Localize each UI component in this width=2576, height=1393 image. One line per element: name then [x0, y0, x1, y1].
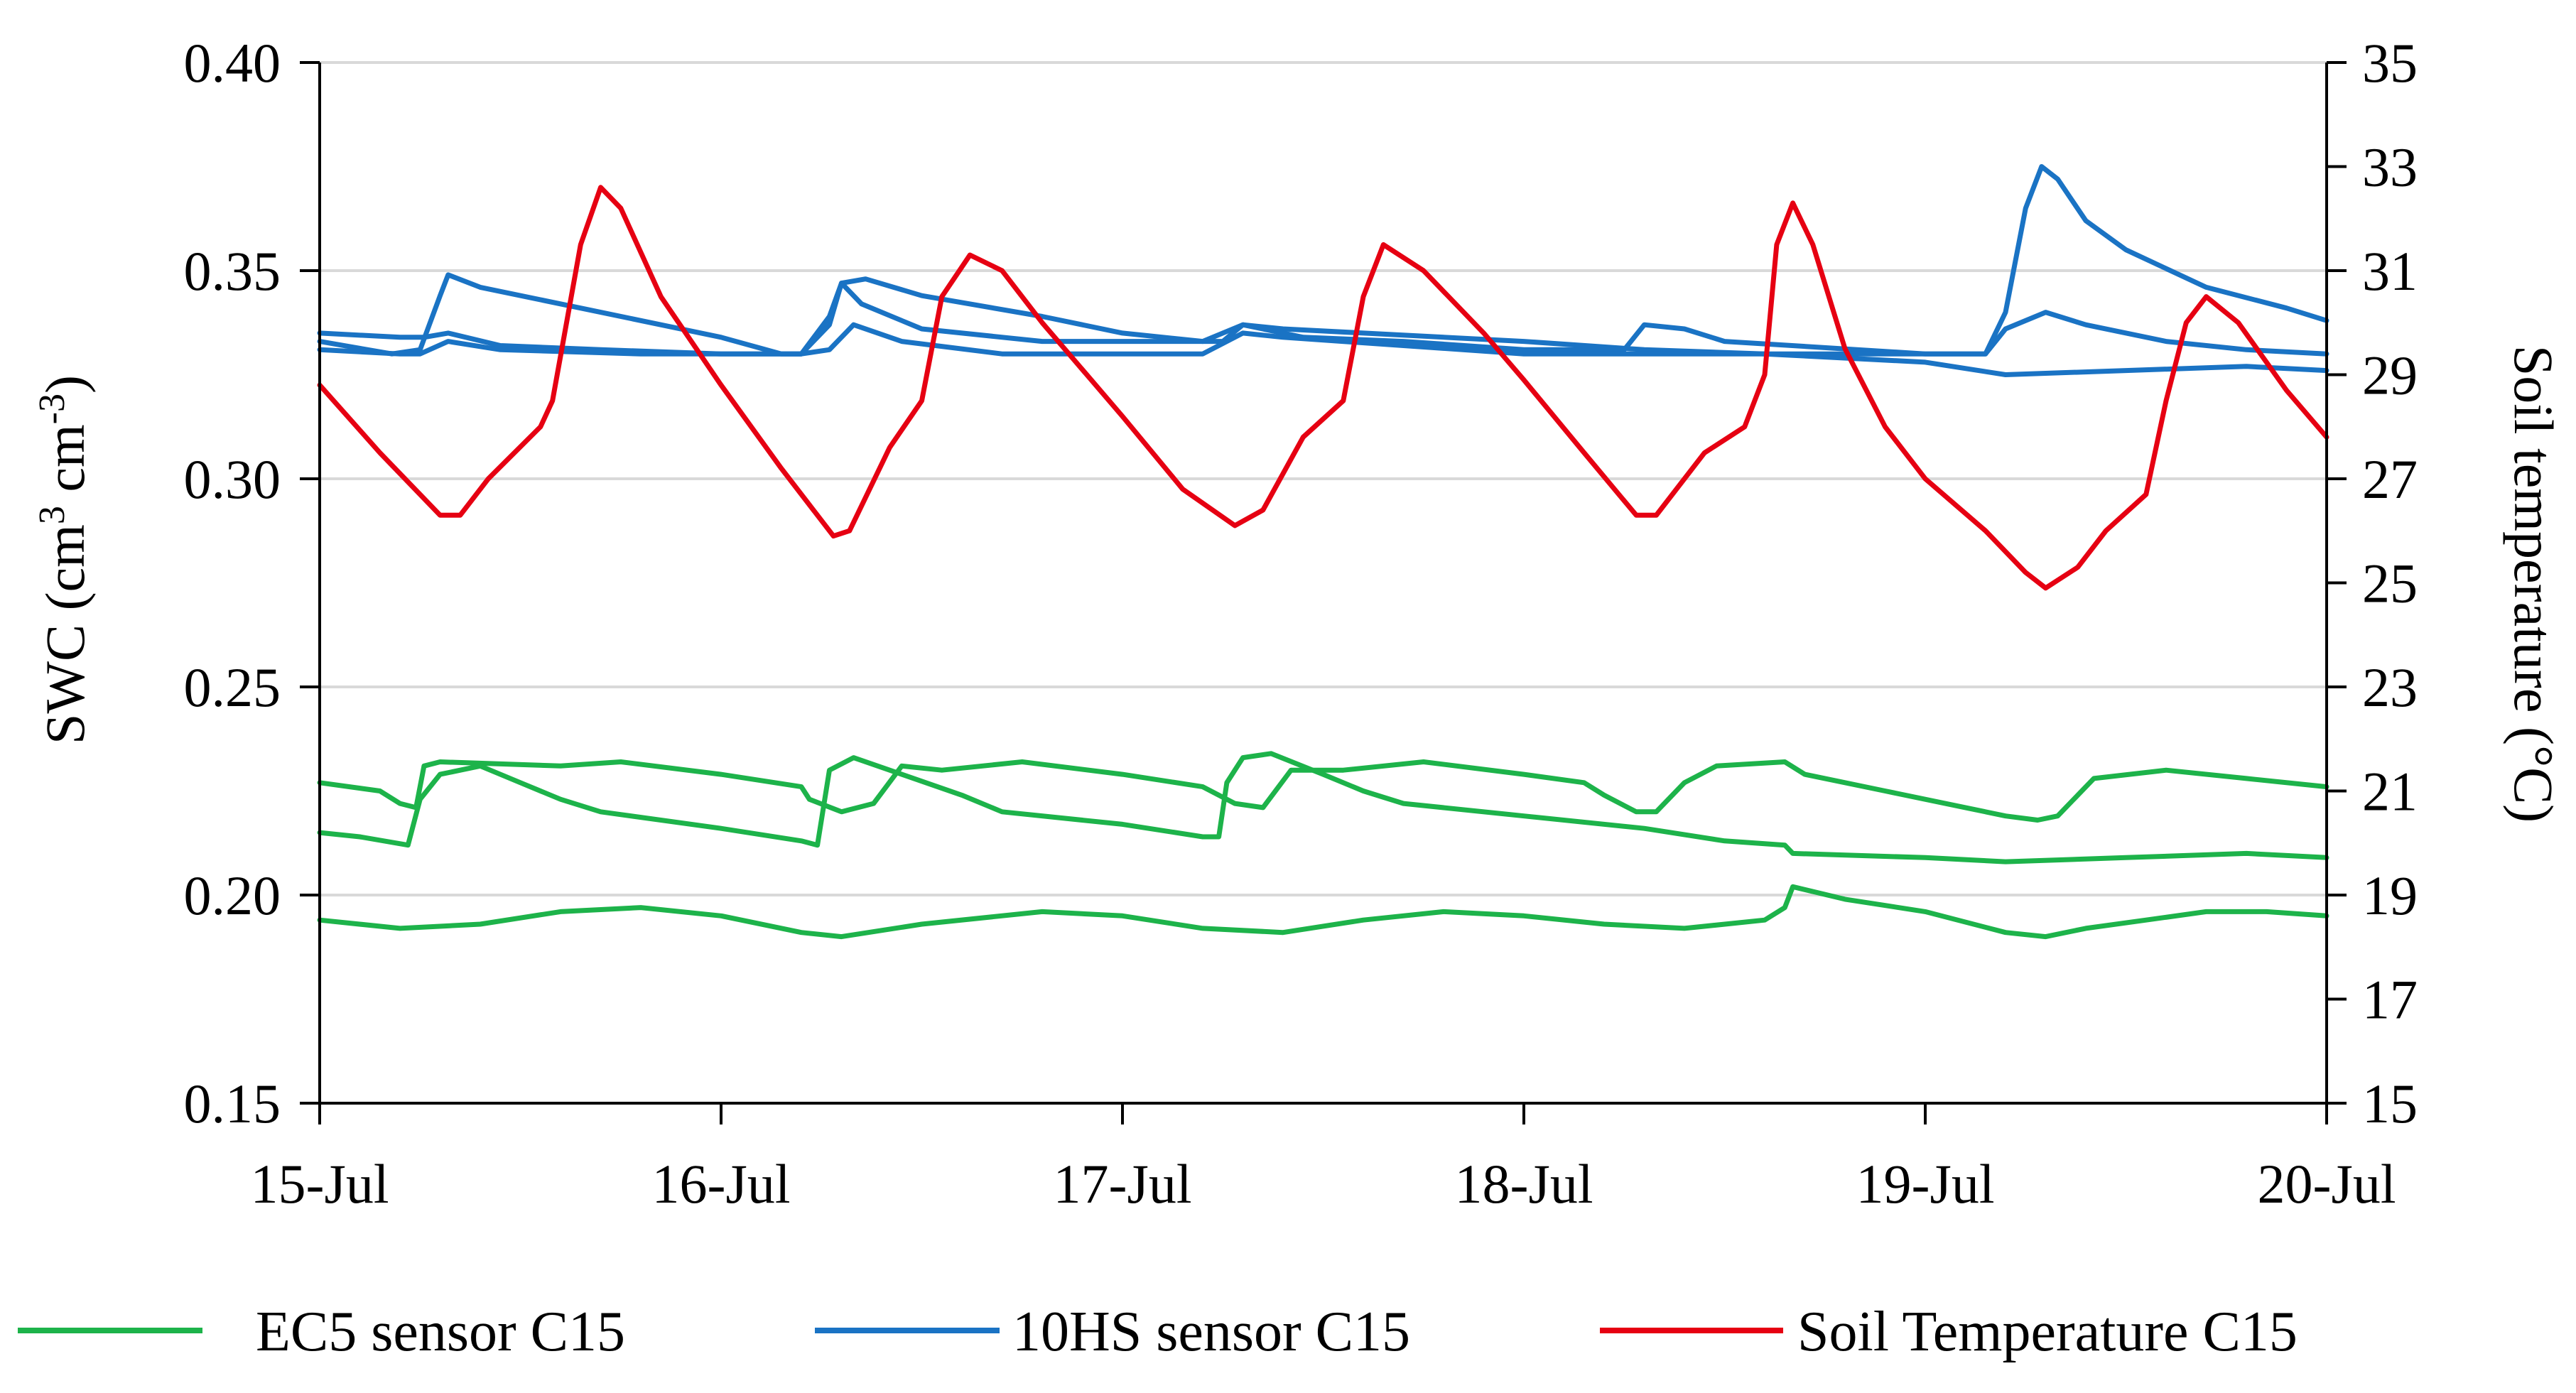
y-left-tick-label: 0.20 — [184, 864, 281, 926]
gridlines — [320, 61, 2327, 896]
y-right-tick-label: 29 — [2362, 345, 2418, 406]
y-right-tick-label: 15 — [2362, 1073, 2418, 1134]
legend-label: Soil Temperature C15 — [1797, 1301, 2298, 1363]
series-line-5 — [317, 281, 2329, 357]
series-line-7 — [317, 185, 2329, 591]
y-axis-left-title: SWC (cm3 cm-3) — [32, 375, 96, 744]
y-right-tick-label: 21 — [2362, 761, 2418, 823]
y-left-tick-label: 0.25 — [184, 656, 281, 718]
legend: EC5 sensor C15 10HS sensor C15 Soil Temper… — [18, 1301, 2298, 1363]
y-left-tick-label: 0.30 — [184, 448, 281, 510]
series-line-3 — [317, 884, 2329, 940]
y-right-tick-label: 33 — [2362, 136, 2418, 198]
x-tick-label: 19-Jul — [1856, 1153, 1995, 1215]
x-tick-label: 17-Jul — [1054, 1153, 1192, 1215]
series-line-1 — [317, 759, 2329, 823]
series-line-2 — [317, 751, 2329, 864]
x-tick-label: 18-Jul — [1455, 1153, 1593, 1215]
legend-label: 10HS sensor C15 — [1012, 1301, 1410, 1363]
series-lines — [317, 164, 2329, 940]
tick-labels: 0.40 0.35 0.30 0.25 0.20 0.15 35 33 31 29 27 25 23 21… — [184, 32, 2418, 1215]
legend-label: EC5 sensor C15 — [256, 1301, 625, 1363]
y-axis-right-title: Soil temperature (°C) — [2503, 345, 2565, 823]
axes — [300, 61, 2347, 1124]
y-right-tick-label: 27 — [2362, 448, 2418, 510]
y-right-tick-label: 31 — [2362, 240, 2418, 302]
y-right-tick-label: 35 — [2362, 32, 2418, 94]
y-right-tick-label: 25 — [2362, 553, 2418, 614]
y-right-tick-label: 19 — [2362, 864, 2418, 926]
y-left-tick-label: 0.35 — [184, 240, 281, 302]
series-line-4 — [317, 272, 2329, 377]
series-line-6 — [317, 164, 2329, 357]
x-tick-label: 15-Jul — [251, 1153, 389, 1215]
y-right-tick-label: 23 — [2362, 656, 2418, 718]
y-right-tick-label: 17 — [2362, 969, 2418, 1031]
x-tick-label: 16-Jul — [652, 1153, 791, 1215]
y-left-tick-label: 0.15 — [184, 1073, 281, 1134]
x-tick-label: 20-Jul — [2258, 1153, 2396, 1215]
y-left-tick-label: 0.40 — [184, 32, 281, 94]
